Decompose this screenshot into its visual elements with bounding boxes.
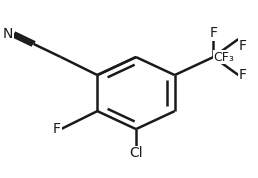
Text: F: F	[209, 26, 217, 40]
Text: F: F	[238, 68, 246, 82]
Text: F: F	[53, 122, 61, 136]
Text: Cl: Cl	[129, 146, 143, 160]
Text: CF₃: CF₃	[213, 51, 234, 64]
Text: N: N	[3, 27, 13, 41]
Text: F: F	[238, 39, 246, 53]
